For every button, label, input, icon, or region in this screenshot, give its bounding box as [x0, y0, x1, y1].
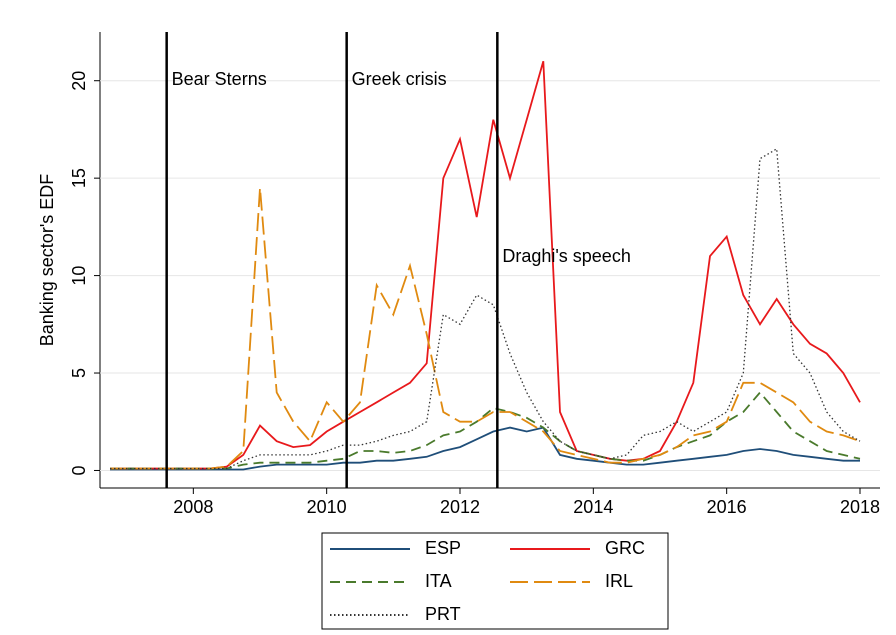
legend-label: ITA: [425, 571, 452, 591]
x-tick-label: 2010: [307, 497, 347, 517]
series-line: [110, 187, 861, 470]
legend-label: ESP: [425, 538, 461, 558]
x-tick-label: 2008: [173, 497, 213, 517]
x-tick-label: 2014: [573, 497, 613, 517]
x-tick-label: 2018: [840, 497, 880, 517]
y-tick-label: 10: [69, 266, 89, 286]
legend-label: IRL: [605, 571, 633, 591]
event-label: Draghi's speech: [502, 246, 631, 266]
legend-label: GRC: [605, 538, 645, 558]
series-line: [110, 426, 860, 471]
y-tick-label: 5: [69, 368, 89, 378]
legend-label: PRT: [425, 604, 461, 624]
y-tick-label: 0: [69, 465, 89, 475]
legend-box: [321, 532, 669, 630]
y-tick-label: 15: [69, 168, 89, 188]
series-line: [110, 147, 861, 470]
x-tick-label: 2012: [440, 497, 480, 517]
event-label: Bear Sterns: [172, 69, 267, 89]
series-line: [110, 391, 861, 470]
series-line: [110, 60, 861, 470]
x-tick-label: 2016: [707, 497, 747, 517]
y-tick-label: 20: [69, 71, 89, 91]
event-label: Greek crisis: [352, 69, 447, 89]
y-axis-label: Banking sector's EDF: [37, 174, 57, 347]
